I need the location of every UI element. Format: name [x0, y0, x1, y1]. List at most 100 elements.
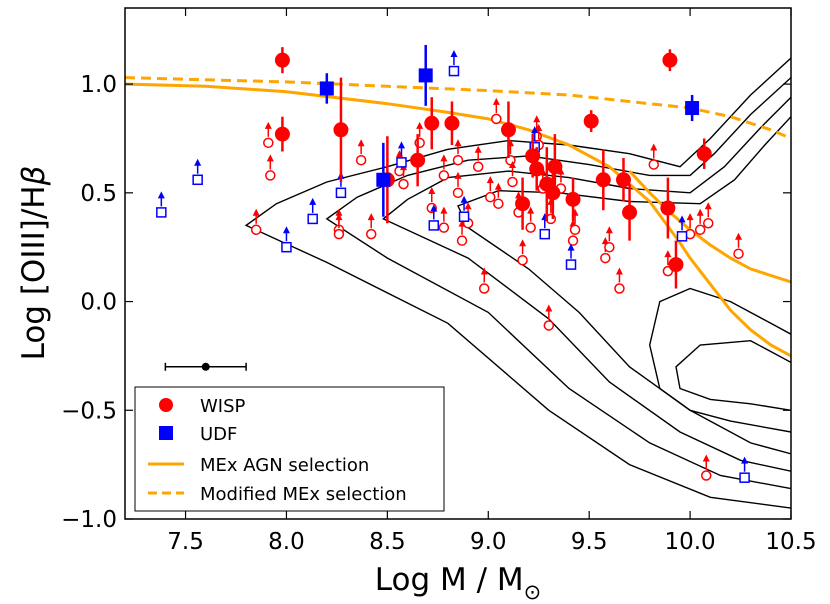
wisp-point-12 — [545, 185, 561, 201]
contour-line-2 — [381, 96, 791, 472]
udf-limit-3-arrowhead — [309, 197, 317, 205]
plot-frame — [124, 7, 792, 520]
legend-box — [134, 386, 445, 512]
wisp-limit-point-11 — [438, 170, 450, 181]
wisp-limit-point-4 — [333, 228, 345, 240]
udf-limit-point-1 — [192, 174, 203, 186]
wisp-limit-18-arrowhead — [480, 267, 488, 275]
y-axis-label-greek: β — [16, 166, 52, 187]
wisp-limit-point-25 — [517, 254, 528, 266]
udf-limit-point-8 — [458, 211, 470, 222]
udf-limit-point-12 — [676, 231, 688, 242]
wisp-limit-37-arrowhead — [615, 267, 623, 275]
wisp-limit-point-13 — [452, 154, 464, 166]
wisp-limit-4-arrowhead — [335, 213, 343, 221]
wisp-limit-41-arrowhead — [696, 208, 704, 216]
udf-limit-9-arrowhead — [531, 126, 539, 134]
wisp-point-21 — [668, 257, 684, 273]
x-tick-label-0: 7.5 — [167, 529, 204, 555]
mex-agn-curve-lower — [125, 82, 791, 358]
typical-error-bar — [164, 362, 247, 371]
wisp-limit-14-arrowhead — [454, 171, 462, 179]
y-tick-label-4: −1.0 — [61, 507, 117, 533]
legend-wisp-marker — [159, 398, 173, 412]
wisp-limit-point-6 — [365, 228, 377, 240]
legend-mex-agn-label: MEx AGN selection — [200, 455, 369, 476]
wisp-point-10 — [529, 161, 545, 177]
wisp-limit-36-arrowhead — [605, 226, 613, 234]
wisp-limit-point-26 — [525, 222, 536, 233]
wisp-limit-40-arrowhead — [686, 213, 694, 221]
typical-error-point — [201, 362, 210, 371]
modified-mex-curve — [125, 76, 791, 140]
wisp-limit-point-20 — [491, 113, 502, 125]
wisp-limit-point-42 — [703, 218, 714, 229]
wisp-limit-point-33 — [567, 235, 579, 246]
contour-lines — [244, 57, 791, 509]
wisp-limit-9-arrowhead — [416, 121, 424, 129]
contour-line-1 — [325, 77, 791, 490]
udf-limit-5-arrowhead — [397, 141, 405, 149]
contour-line-5 — [675, 339, 791, 411]
legend-udf-marker — [159, 426, 173, 440]
udf-limit-8-arrowhead — [460, 195, 468, 203]
udf-point-2 — [418, 68, 433, 83]
wisp-point-14 — [565, 191, 581, 207]
wisp-limit-30-arrowhead — [545, 304, 553, 312]
wisp-limit-21-arrowhead — [494, 182, 502, 190]
udf-limit-1-arrowhead — [194, 158, 202, 166]
wisp-limit-42-arrowhead — [704, 202, 712, 210]
x-axis-label-subscript: ⊙ — [524, 580, 542, 604]
wisp-limit-13-arrowhead — [454, 139, 462, 147]
udf-limit-2-arrowhead — [282, 226, 290, 234]
wisp-limit-point-15 — [456, 235, 468, 246]
selection-curves — [125, 76, 791, 358]
wisp-limit-point-17 — [472, 161, 484, 172]
udf-limit-7-arrowhead — [450, 50, 458, 58]
legend-wisp-label: WISP — [200, 396, 246, 417]
wisp-limit-39-arrowhead — [664, 250, 672, 258]
wisp-point-13 — [547, 159, 563, 175]
x-tick-label-2: 8.5 — [369, 529, 406, 555]
wisp-limit-6-arrowhead — [367, 213, 375, 221]
y-axis-label: Log [OIII]/Hβ — [16, 166, 52, 361]
wisp-point-6 — [444, 115, 460, 131]
wisp-limit-38-arrowhead — [650, 143, 658, 151]
udf-limit-point-4 — [335, 187, 347, 199]
x-tick-label-4: 9.5 — [571, 529, 608, 555]
wisp-limit-point-14 — [452, 187, 464, 199]
wisp-point-20 — [662, 52, 678, 68]
wisp-point-15 — [583, 113, 599, 129]
udf-point-1 — [376, 172, 391, 187]
wisp-limit-point-8 — [398, 178, 409, 190]
contour-line-0 — [244, 57, 791, 509]
wisp-limit-25-arrowhead — [519, 239, 527, 247]
wisp-point-8 — [515, 196, 531, 212]
wisp-limit-point-44 — [700, 470, 712, 481]
wisp-limit-point-0 — [250, 224, 262, 236]
wisp-point-2 — [333, 122, 349, 138]
wisp-limit-point-37 — [614, 283, 625, 294]
wisp-point-5 — [424, 115, 440, 131]
wisp-limit-point-2 — [265, 170, 276, 181]
wisp-limit-point-19 — [485, 191, 496, 203]
wisp-limit-28-arrowhead — [535, 123, 543, 131]
udf-limit-11-arrowhead — [567, 243, 575, 251]
wisp-point-17 — [615, 172, 631, 188]
wisp-limit-point-5 — [355, 154, 367, 166]
wisp-limit-16-arrowhead — [464, 202, 472, 210]
wisp-limit-10-arrowhead — [428, 187, 436, 195]
wisp-point-22 — [696, 146, 712, 162]
wisp-limit-point-12 — [438, 222, 450, 233]
udf-limit-6-arrowhead — [430, 204, 438, 212]
udf-limit-point-5 — [396, 157, 407, 168]
wisp-limit-35-arrowhead — [601, 237, 609, 245]
x-tick-label-3: 9.0 — [470, 529, 507, 555]
wisp-limit-point-18 — [478, 283, 490, 294]
wisp-point-18 — [622, 204, 638, 220]
y-tick-label-1: 0.5 — [80, 181, 117, 207]
wisp-limit-3-arrowhead — [335, 208, 343, 216]
axis-ticks: 7.5 8.0 8.5 9.0 9.5 10.0 10.5 1.0 0.5 0.0 −0.5 −1.0 — [61, 8, 817, 555]
udf-limit-point-2 — [281, 241, 292, 253]
